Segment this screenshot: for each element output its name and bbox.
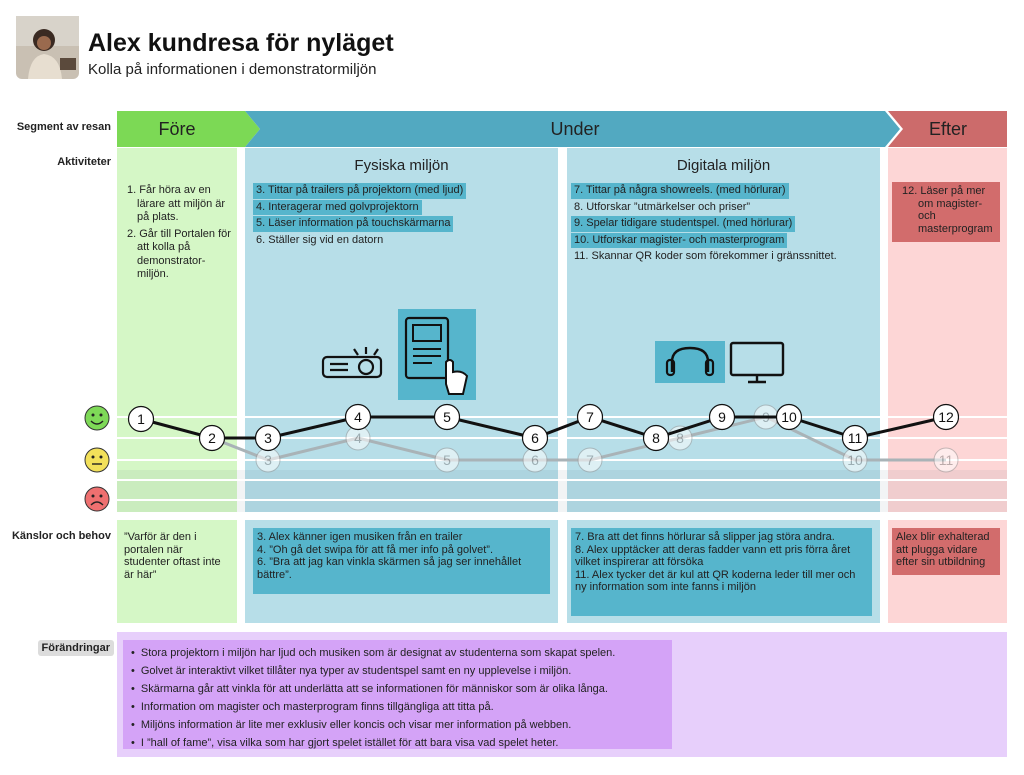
smiley-happy	[84, 405, 110, 431]
feeling: 11. Alex tycker det är kul att QR kodern…	[575, 568, 856, 594]
activity: 8. Utforskar ”utmärkelser och priser”	[574, 200, 751, 213]
feeling: 8. Alex upptäcker att deras fadder vann …	[575, 543, 851, 569]
activity: 11. Skannar QR koder som förekommer i gr…	[574, 250, 837, 262]
row-label: Känslor och behov	[11, 530, 111, 542]
segment-arrow	[888, 111, 1007, 147]
feelings-digitala: 7. Bra att det finns hörlurar så slipper…	[571, 528, 872, 616]
subtitle: Kolla på informationen i demonstratormil…	[88, 61, 377, 78]
segment-label: Före	[158, 119, 195, 139]
activity: 7. Tittar på några showreels. (med hörlu…	[571, 183, 789, 199]
smiley-neutral	[84, 447, 110, 473]
activity: 3. Tittar på trailers på projektorn (med…	[253, 183, 467, 199]
change: Information om magister och masterprogra…	[131, 698, 666, 716]
activity-efter: 12. Läser på mer om magister- och master…	[892, 182, 1000, 242]
activity: 10. Utforskar magister- och masterprogra…	[571, 232, 788, 248]
changes-list: Stora projektorn i miljön har ljud och m…	[123, 640, 672, 749]
feeling-fore: ”Varför är den i portalen när studenter …	[124, 531, 221, 581]
change: I ”hall of fame”, visa vilka som har gjo…	[131, 734, 666, 752]
feeling: 7. Bra att det finns hörlurar så slipper…	[575, 531, 835, 543]
title: Alex kundresa för nyläget	[88, 29, 394, 57]
column-heading: Digitala miljön	[676, 157, 771, 174]
activity: 5. Läser information på touchskärmarna	[253, 216, 454, 232]
segment-label: Under	[550, 119, 599, 139]
segment-arrow	[245, 111, 900, 147]
feeling-efter: Alex blir exhalterad att plugga vidare e…	[892, 528, 1000, 575]
feeling: 3. Alex känner igen musiken från en trai…	[257, 531, 463, 543]
segment-arrow	[117, 111, 260, 147]
activities-digitala: 7. Tittar på några showreels. (med hörlu…	[571, 183, 876, 266]
activity: 2. Går till Portalen för att kolla på de…	[127, 227, 231, 281]
feelings-fore	[117, 520, 237, 623]
smiley-sad	[84, 486, 110, 512]
change: Golvet är interaktivt vilket tillåter ny…	[131, 662, 666, 680]
row-label: Förändringar	[37, 640, 114, 656]
feeling: 6. ”Bra att jag kan vinkla skärmen så ja…	[257, 556, 522, 581]
change: Miljöns information är lite mer exklusiv…	[131, 716, 666, 734]
row-label: Aktiviteter	[57, 156, 111, 168]
activity: 1. Får höra av en lärare att miljön är p…	[127, 184, 226, 223]
change: Stora projektorn i miljön har ljud och m…	[131, 644, 666, 662]
feelings-fysiska: 3. Alex känner igen musiken från en trai…	[253, 528, 550, 594]
feeling: 4. ”Oh gå det swipa för att få mer info …	[257, 543, 494, 556]
column-heading: Fysiska miljön	[354, 157, 449, 174]
change: Skärmarna går att vinkla för att underlä…	[131, 680, 666, 698]
activities-fore: 1. Får höra av en lärare att miljön är p…	[127, 184, 231, 285]
avatar	[16, 16, 79, 79]
row-label: Segment av resan	[16, 121, 111, 133]
activity: 6. Ställer sig vid en datorn	[256, 233, 384, 246]
segment-label: Efter	[929, 119, 967, 139]
activity: 9. Spelar tidigare studentspel. (med hör…	[571, 216, 796, 232]
activities-fysiska: 3. Tittar på trailers på projektorn (med…	[253, 183, 553, 249]
activity: 4. Interagerar med golvprojektorn	[253, 199, 422, 215]
